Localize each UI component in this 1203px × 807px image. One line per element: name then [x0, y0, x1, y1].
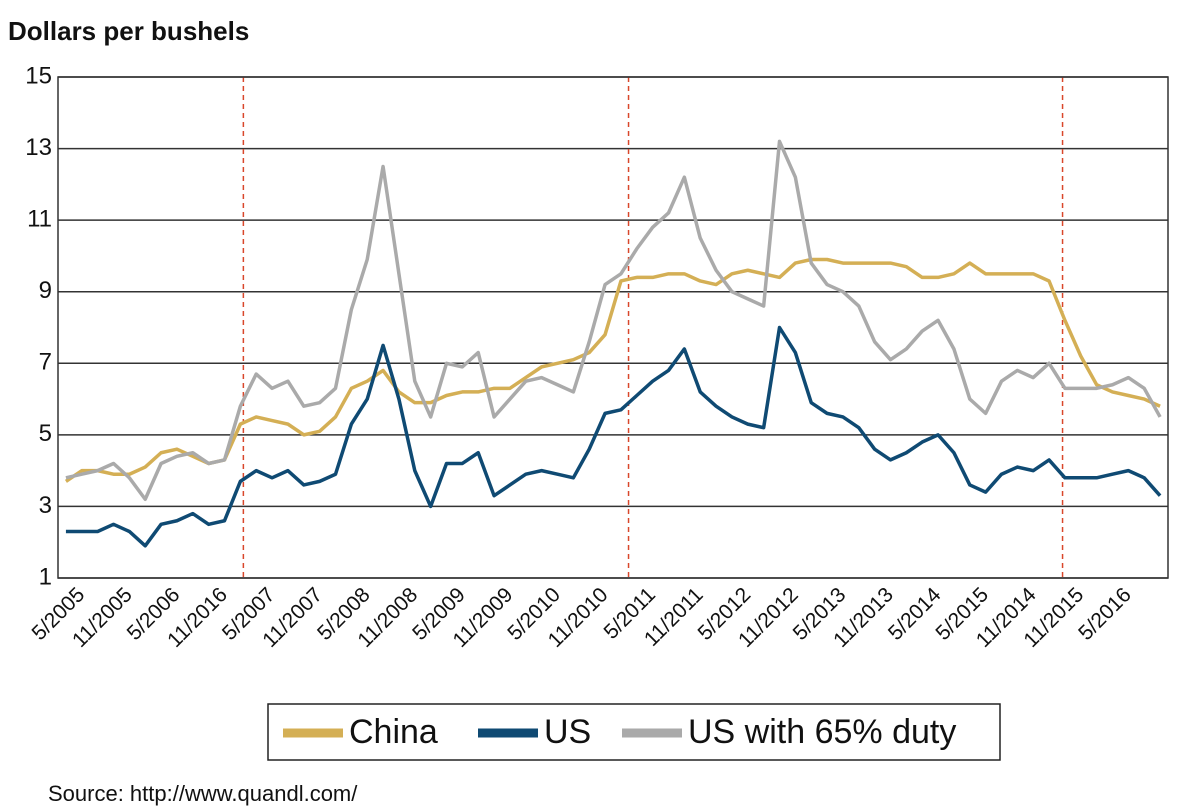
x-tick-label: 5/2016: [1074, 583, 1136, 645]
source-note: Source: http://www.quandl.com/: [48, 781, 358, 806]
plot-frame: [57, 76, 1169, 579]
y-tick-label: 5: [39, 420, 52, 447]
legend-label: US: [544, 713, 591, 751]
series-line: [64, 257, 1161, 483]
y-tick-label: 15: [25, 62, 52, 89]
x-tick-label: 5/2014: [884, 583, 946, 645]
legend-label: China: [349, 713, 438, 751]
legend-label: US with 65% duty: [688, 713, 956, 751]
y-tick-label: 13: [25, 134, 52, 161]
y-tick-label: 1: [39, 563, 52, 590]
series-line: [65, 139, 1162, 502]
chart-title: Dollars per bushels: [8, 16, 249, 46]
y-tick-label: 11: [27, 205, 52, 232]
y-tick-label: 7: [39, 349, 52, 376]
y-tick-label: 9: [39, 277, 52, 304]
series-line: [65, 325, 1162, 548]
y-tick-label: 3: [39, 492, 52, 519]
